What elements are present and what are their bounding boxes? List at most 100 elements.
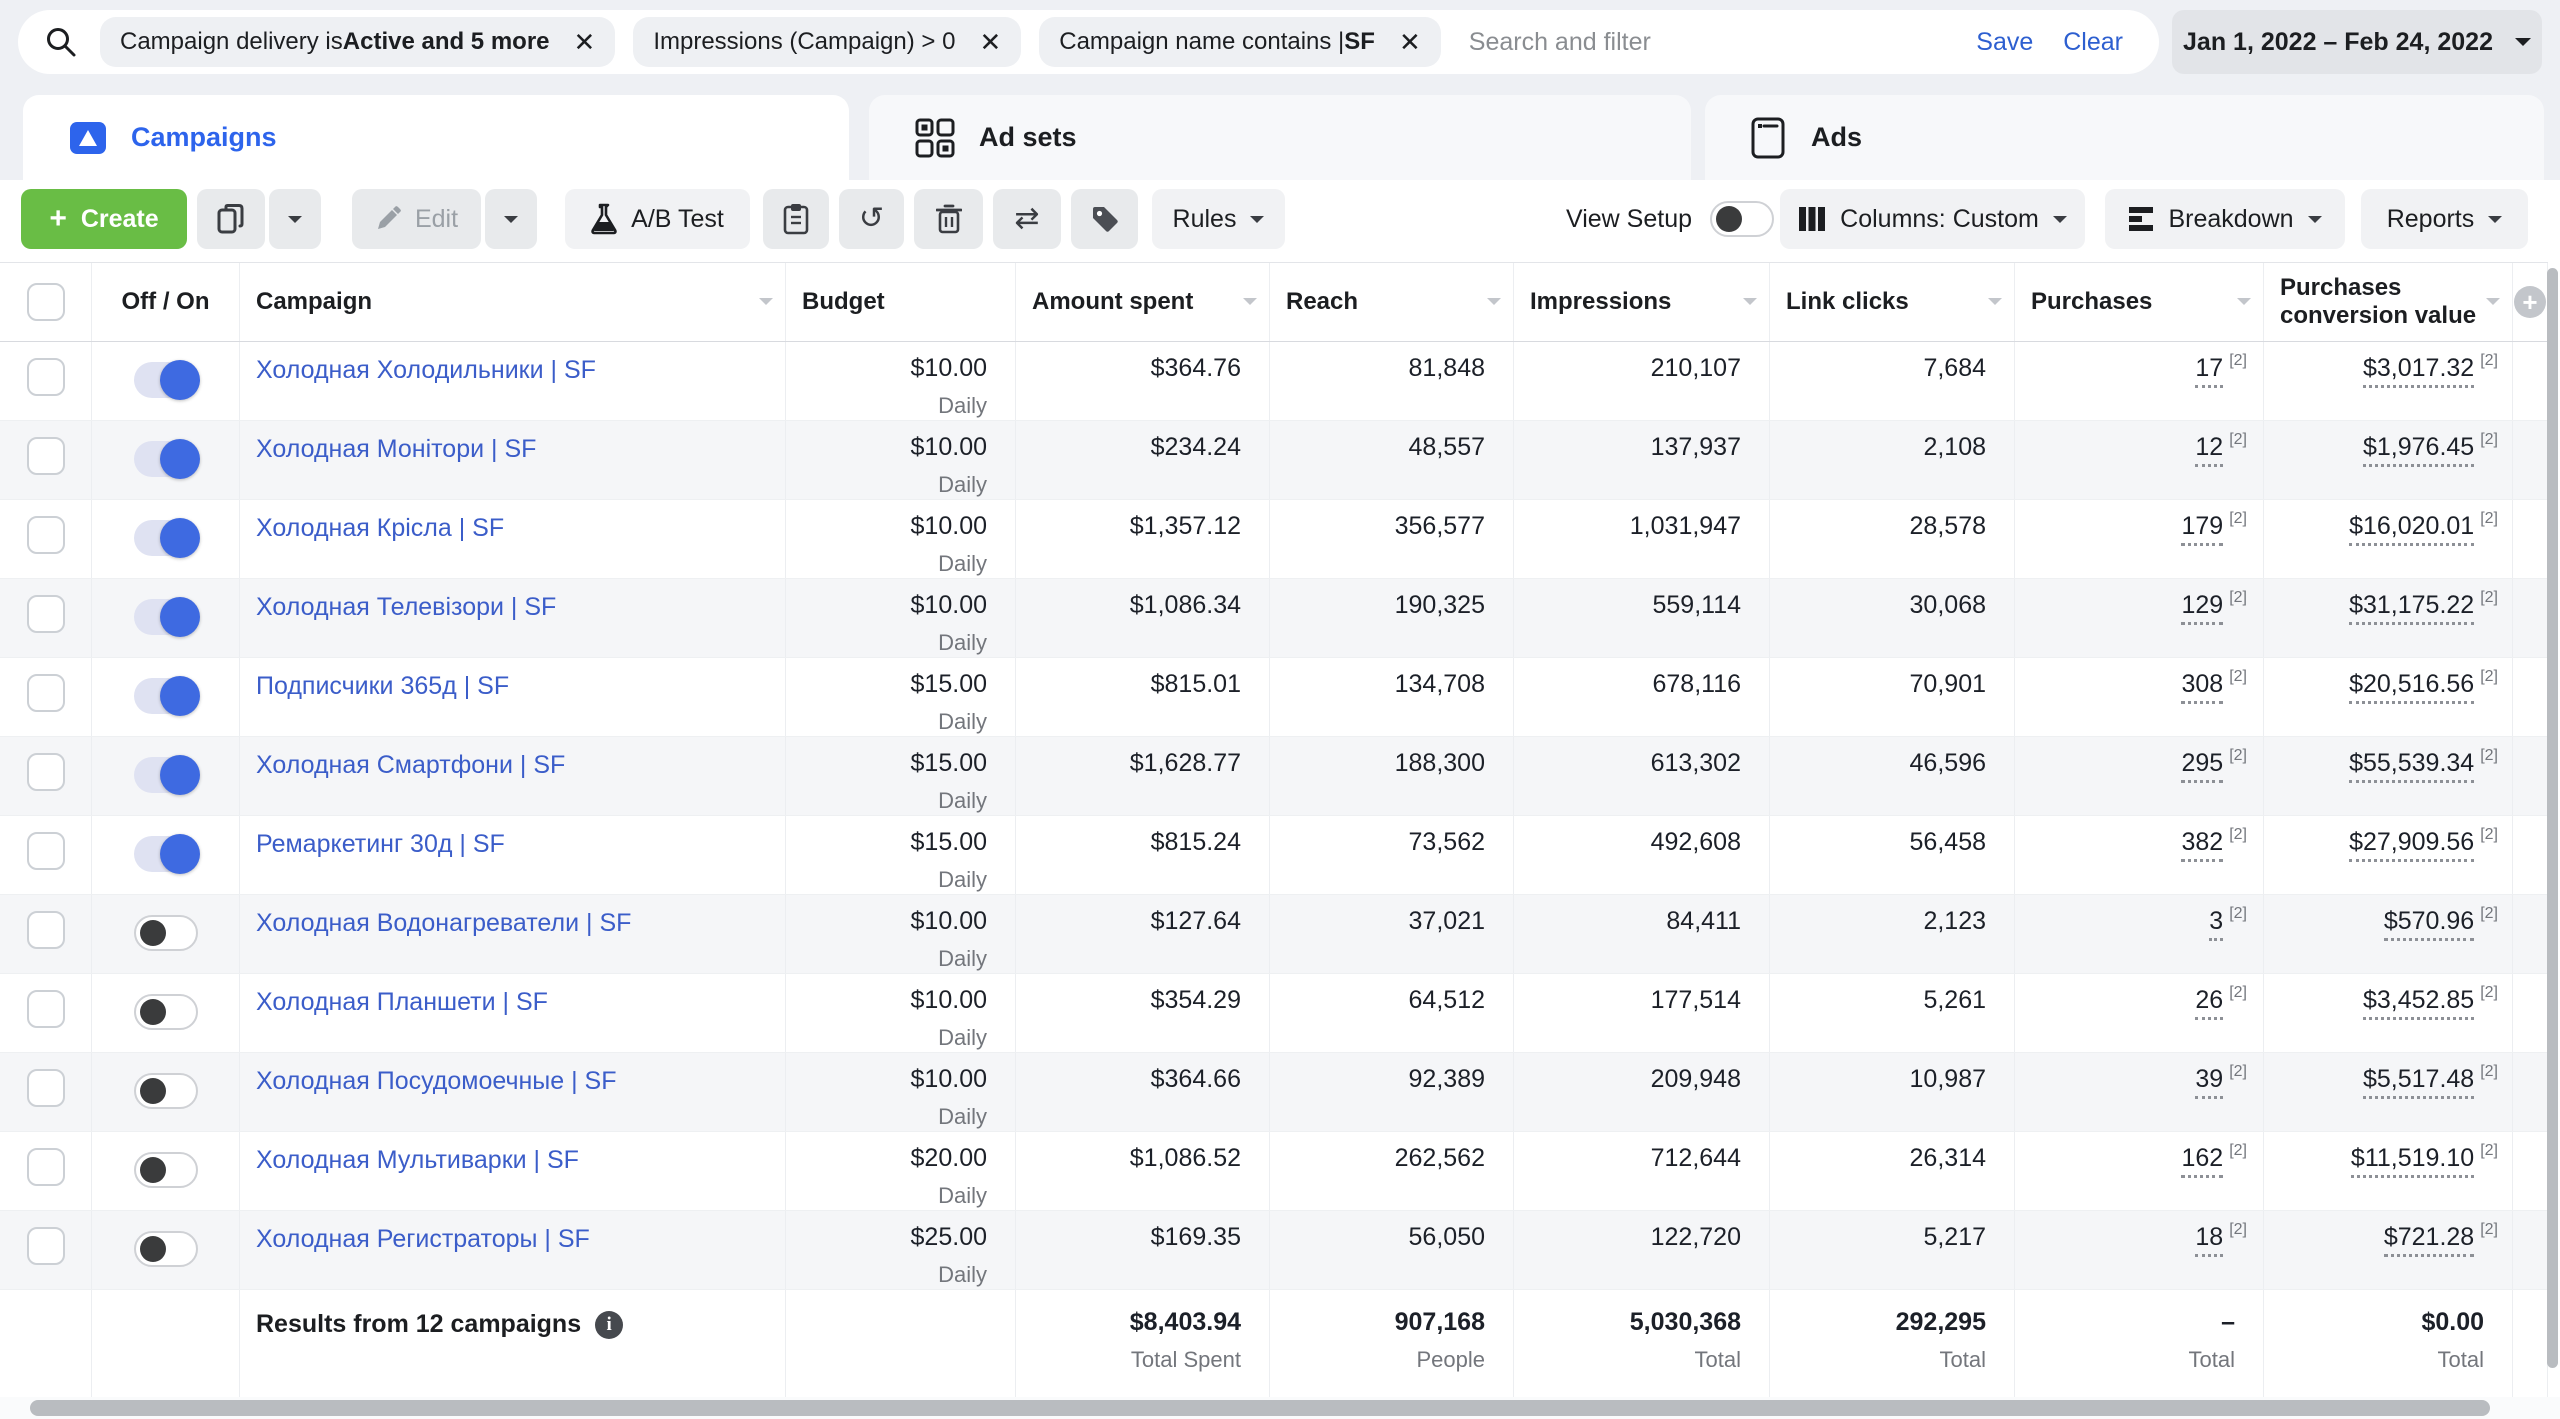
conversion-value[interactable]: $5,517.48: [2362, 1065, 2475, 1099]
edit-button[interactable]: Edit: [352, 189, 481, 249]
campaign-name-link[interactable]: Подписчики 365д | SF: [256, 672, 510, 700]
header-campaign[interactable]: Campaign: [240, 263, 786, 341]
export-button[interactable]: ⇄: [993, 189, 1061, 249]
remove-filter-icon[interactable]: ✕: [573, 27, 596, 57]
conversion-value[interactable]: $721.28: [2383, 1223, 2475, 1257]
row-checkbox[interactable]: [26, 516, 65, 554]
purchases-value[interactable]: 3: [2209, 907, 2224, 941]
save-filters-button[interactable]: Save: [1976, 27, 2034, 56]
vertical-scrollbar[interactable]: [2546, 262, 2560, 1397]
columns-button[interactable]: Columns: Custom: [1780, 189, 2085, 249]
duplicate-button[interactable]: [197, 189, 265, 249]
pin-button[interactable]: [763, 189, 829, 249]
campaign-name-link[interactable]: Холодная Смартфони | SF: [256, 751, 566, 779]
info-icon[interactable]: i: [595, 1310, 624, 1339]
purchases-value[interactable]: 18: [2195, 1223, 2224, 1257]
date-range-picker[interactable]: Jan 1, 2022 – Feb 24, 2022: [2172, 10, 2542, 74]
purchases-value[interactable]: 382: [2181, 828, 2224, 862]
campaign-name-link[interactable]: Холодная Регистраторы | SF: [256, 1225, 590, 1253]
purchases-value[interactable]: 26: [2195, 986, 2224, 1020]
header-link-clicks[interactable]: Link clicks: [1770, 263, 2015, 341]
search-input[interactable]: Search and filter: [1468, 27, 1651, 56]
duplicate-menu-button[interactable]: [269, 189, 321, 249]
horizontal-scrollbar[interactable]: [0, 1397, 2560, 1419]
row-checkbox[interactable]: [26, 990, 65, 1028]
purchases-value[interactable]: 17: [2195, 354, 2224, 388]
purchases-value[interactable]: 295: [2181, 749, 2224, 783]
header-amount-spent[interactable]: Amount spent: [1016, 263, 1270, 341]
row-checkbox[interactable]: [26, 358, 65, 396]
campaign-name-link[interactable]: Холодная Монітори | SF: [256, 435, 537, 463]
row-toggle[interactable]: [134, 676, 200, 716]
horizontal-scrollbar-thumb[interactable]: [30, 1400, 2490, 1416]
purchases-value[interactable]: 162: [2181, 1144, 2224, 1178]
clear-filters-button[interactable]: Clear: [2063, 27, 2123, 56]
row-toggle[interactable]: [134, 518, 200, 558]
header-purchases-conversion-value[interactable]: Purchases conversion value: [2264, 263, 2513, 341]
remove-filter-icon[interactable]: ✕: [1398, 27, 1421, 57]
purchases-value[interactable]: 39: [2195, 1065, 2224, 1099]
campaign-name-link[interactable]: Холодная Телевізори | SF: [256, 593, 557, 621]
header-purchases[interactable]: Purchases: [2015, 263, 2264, 341]
conversion-value[interactable]: $16,020.01: [2349, 512, 2475, 546]
conversion-value[interactable]: $3,452.85: [2362, 986, 2475, 1020]
campaign-name-link[interactable]: Холодная Мультиварки | SF: [256, 1146, 579, 1174]
purchases-value[interactable]: 179: [2181, 512, 2224, 546]
purchases-value[interactable]: 308: [2181, 670, 2224, 704]
conversion-value[interactable]: $55,539.34: [2349, 749, 2475, 783]
row-checkbox[interactable]: [26, 674, 65, 712]
row-toggle[interactable]: [134, 755, 200, 795]
tag-button[interactable]: [1071, 189, 1138, 249]
conversion-value[interactable]: $1,976.45: [2362, 433, 2475, 467]
header-reach[interactable]: Reach: [1270, 263, 1514, 341]
row-toggle[interactable]: [134, 360, 200, 400]
campaign-name-link[interactable]: Холодная Посудомоечные | SF: [256, 1067, 617, 1095]
conversion-value[interactable]: $20,516.56: [2349, 670, 2475, 704]
header-add-column[interactable]: +: [2513, 263, 2548, 341]
header-budget[interactable]: Budget: [786, 263, 1016, 341]
row-checkbox[interactable]: [26, 595, 65, 633]
row-checkbox[interactable]: [26, 1148, 65, 1186]
filter-chip-name-contains[interactable]: Campaign name contains | SF ✕: [1039, 17, 1441, 67]
row-toggle[interactable]: [134, 834, 200, 874]
view-setup-toggle[interactable]: [1710, 201, 1775, 237]
row-checkbox[interactable]: [26, 753, 65, 791]
delete-button[interactable]: [914, 189, 983, 249]
filter-chip-delivery[interactable]: Campaign delivery is Active and 5 more ✕: [100, 17, 616, 67]
conversion-value[interactable]: $570.96: [2383, 907, 2475, 941]
row-checkbox[interactable]: [26, 437, 65, 475]
row-checkbox[interactable]: [26, 911, 65, 949]
tab-ads[interactable]: Ads: [1705, 95, 2544, 180]
row-toggle[interactable]: [134, 597, 200, 637]
campaign-name-link[interactable]: Холодная Крісла | SF: [256, 514, 505, 542]
row-checkbox[interactable]: [26, 1227, 65, 1265]
row-toggle[interactable]: [134, 994, 198, 1030]
reports-button[interactable]: Reports: [2361, 189, 2528, 249]
conversion-value[interactable]: $27,909.56: [2349, 828, 2475, 862]
conversion-value[interactable]: $11,519.10: [2350, 1144, 2475, 1178]
row-toggle[interactable]: [134, 1073, 198, 1109]
row-checkbox[interactable]: [26, 1069, 65, 1107]
campaign-name-link[interactable]: Холодная Планшети | SF: [256, 988, 548, 1016]
campaign-name-link[interactable]: Холодная Холодильники | SF: [256, 356, 596, 384]
breakdown-button[interactable]: Breakdown: [2105, 189, 2345, 249]
remove-filter-icon[interactable]: ✕: [979, 27, 1002, 57]
campaign-name-link[interactable]: Холодная Водонагреватели | SF: [256, 909, 632, 937]
row-checkbox[interactable]: [26, 832, 65, 870]
purchases-value[interactable]: 129: [2181, 591, 2224, 625]
edit-menu-button[interactable]: [485, 189, 537, 249]
select-all-checkbox[interactable]: [26, 283, 65, 321]
row-toggle[interactable]: [134, 915, 198, 951]
ab-test-button[interactable]: A/B Test: [565, 189, 750, 249]
row-toggle[interactable]: [134, 439, 200, 479]
row-toggle[interactable]: [134, 1152, 198, 1188]
conversion-value[interactable]: $31,175.22: [2349, 591, 2475, 625]
create-button[interactable]: + Create: [21, 189, 187, 249]
rules-button[interactable]: Rules: [1152, 189, 1285, 249]
purchases-value[interactable]: 12: [2195, 433, 2224, 467]
filter-chip-impressions[interactable]: Impressions (Campaign) > 0 ✕: [633, 17, 1022, 67]
tab-ad-sets[interactable]: Ad sets: [869, 95, 1691, 180]
row-toggle[interactable]: [134, 1231, 198, 1267]
tab-campaigns[interactable]: Campaigns: [23, 95, 849, 180]
conversion-value[interactable]: $3,017.32: [2362, 354, 2475, 388]
